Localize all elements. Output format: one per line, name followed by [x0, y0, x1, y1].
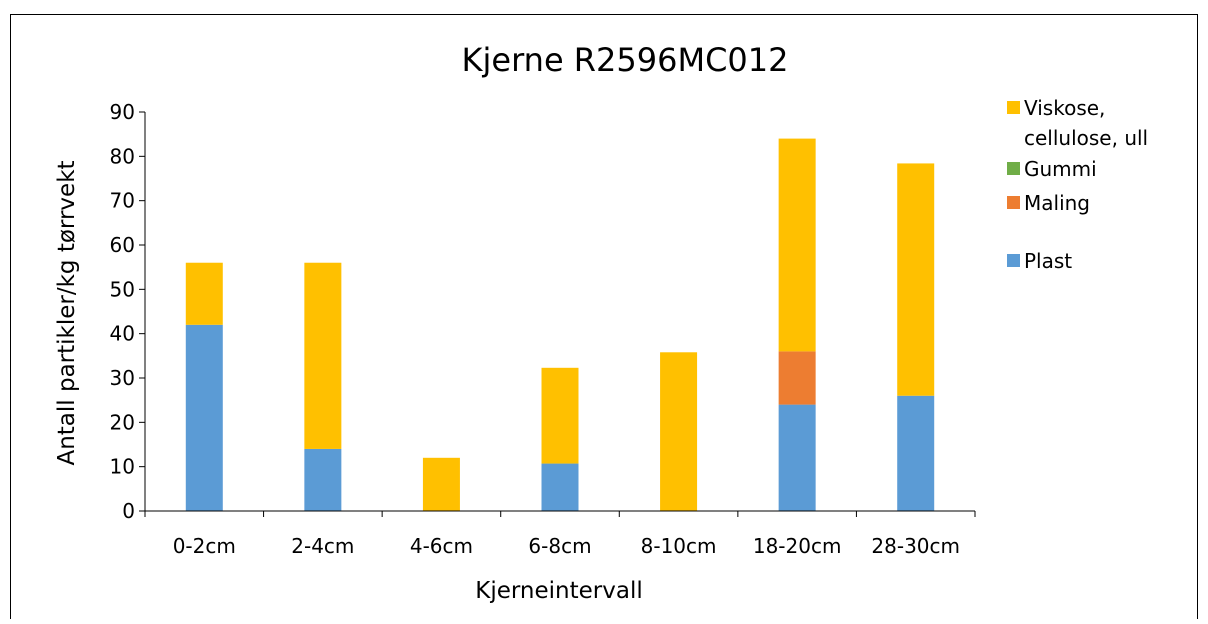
legend-label-3: Viskose, cellulose, ull	[1024, 96, 1148, 150]
y-tick-label-30: 30	[110, 366, 135, 390]
legend-label-line: Maling	[1024, 191, 1090, 215]
bar-18-20cm-series-0	[778, 404, 816, 511]
y-tick-label-90: 90	[110, 100, 135, 124]
legend-swatch-1	[1007, 196, 1020, 209]
x-tick-label-6-8cm: 6-8cm	[528, 534, 591, 558]
x-tick-label-2-4cm: 2-4cm	[291, 534, 354, 558]
bar-28-30cm-series-0	[897, 395, 935, 511]
x-tick-label-0-2cm: 0-2cm	[173, 534, 236, 558]
bar-18-20cm-series-1	[778, 351, 816, 405]
legend-label-0: Plast	[1024, 249, 1072, 273]
legend-swatch-0	[1007, 254, 1020, 267]
x-axis-title: Kjerneintervall	[475, 578, 642, 604]
y-tick-label-10: 10	[110, 455, 135, 479]
legend-label-1: Maling	[1024, 191, 1090, 215]
bars-group	[185, 138, 935, 511]
legend-label-2: Gummi	[1024, 157, 1097, 181]
legend-label-line: cellulose, ull	[1024, 126, 1148, 150]
x-tick-label-18-20cm: 18-20cm	[753, 534, 842, 558]
bar-18-20cm-series-3	[778, 138, 816, 352]
y-tick-label-20: 20	[110, 410, 135, 434]
bar-0-2cm-series-3	[185, 262, 223, 325]
y-tick-label-40: 40	[110, 322, 135, 346]
y-tick-label-60: 60	[110, 233, 135, 257]
y-tick-label-70: 70	[110, 189, 135, 213]
legend-label-line: Viskose,	[1024, 96, 1105, 120]
bar-6-8cm-series-0	[541, 463, 579, 511]
bar-2-4cm-series-3	[304, 262, 342, 449]
y-tick-label-50: 50	[110, 277, 135, 301]
legend-swatch-2	[1007, 162, 1020, 175]
y-axis-title: Antall partikler/kg tørrvekt	[54, 160, 80, 465]
x-tick-label-28-30cm: 28-30cm	[871, 534, 960, 558]
x-tick-label-4-6cm: 4-6cm	[410, 534, 473, 558]
bar-2-4cm-series-0	[304, 448, 342, 511]
bar-8-10cm-series-3	[660, 352, 698, 511]
legend-label-line: Gummi	[1024, 157, 1097, 181]
bar-6-8cm-series-3	[541, 367, 579, 464]
legend: Viskose, cellulose, ull Gummi Maling Plast	[1007, 96, 1148, 273]
bar-28-30cm-series-3	[897, 163, 935, 396]
bar-0-2cm-series-0	[185, 324, 223, 511]
legend-label-line: Plast	[1024, 249, 1072, 273]
x-tick-label-8-10cm: 8-10cm	[641, 534, 717, 558]
axes-group: 0 10 20 30 40 50 60 70 80 90 0-2cm 2-4cm 4-6cm 6-8cm 8…	[110, 100, 976, 558]
legend-swatch-3	[1007, 101, 1020, 114]
y-tick-label-0: 0	[122, 499, 135, 523]
chart-title: Kjerne R2596MC012	[462, 41, 789, 79]
bar-4-6cm-series-3	[422, 457, 460, 511]
y-tick-label-80: 80	[110, 144, 135, 168]
